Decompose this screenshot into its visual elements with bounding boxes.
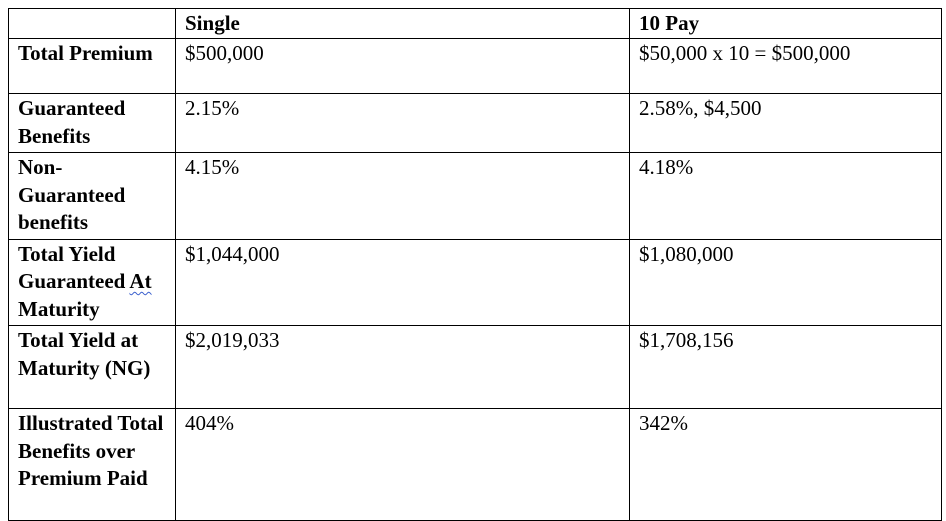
row-label-non-guaranteed-benefits: Non-Guaranteed benefits (8, 152, 176, 240)
cell-10pay-total-premium: $50,000 x 10 = $500,000 (629, 38, 942, 94)
table-row: Non-Guaranteed benefits 4.15% 4.18% (8, 152, 942, 240)
header-corner-cell (8, 8, 176, 39)
row-label-illustrated-total-benefits: Illustrated Total Benefits over Premium … (8, 408, 176, 521)
cell-single-total-premium: $500,000 (175, 38, 630, 94)
cell-10pay-non-guaranteed-benefits: 4.18% (629, 152, 942, 240)
cell-10pay-total-yield-guaranteed: $1,080,000 (629, 238, 942, 326)
table-row: Total Premium $500,000 $50,000 x 10 = $5… (8, 38, 942, 94)
cell-single-non-guaranteed-benefits: 4.15% (175, 152, 630, 240)
row-label-total-premium: Total Premium (8, 38, 176, 94)
row-label-guaranteed-benefits: Guaranteed Benefits (8, 93, 176, 153)
table-row: Illustrated Total Benefits over Premium … (8, 408, 942, 521)
row-label-total-yield-ng: Total Yield at Maturity (NG) (8, 325, 176, 409)
cell-single-guaranteed-benefits: 2.15% (175, 93, 630, 153)
header-single: Single (175, 8, 630, 39)
row-label-total-yield-guaranteed: Total Yield Guaranteed At Maturity (8, 238, 176, 326)
header-10-pay: 10 Pay (629, 8, 942, 39)
cell-single-illustrated-total-benefits: 404% (175, 408, 630, 521)
cell-10pay-illustrated-total-benefits: 342% (629, 408, 942, 521)
row-label-part: Maturity (18, 296, 100, 321)
premium-comparison-table: Single 10 Pay Total Premium $500,000 $50… (8, 8, 942, 521)
row-label-part: Total Yield Guaranteed (18, 241, 130, 294)
cell-single-total-yield-guaranteed: $1,044,000 (175, 238, 630, 326)
comparison-table-container: Single 10 Pay Total Premium $500,000 $50… (8, 8, 942, 521)
table-row: Guaranteed Benefits 2.15% 2.58%, $4,500 (8, 93, 942, 153)
table-row: Total Yield at Maturity (NG) $2,019,033 … (8, 325, 942, 409)
table-row: Total Yield Guaranteed At Maturity $1,04… (8, 238, 942, 326)
cell-10pay-guaranteed-benefits: 2.58%, $4,500 (629, 93, 942, 153)
cell-10pay-total-yield-ng: $1,708,156 (629, 325, 942, 409)
spellcheck-marked-word: At (129, 269, 152, 293)
cell-single-total-yield-ng: $2,019,033 (175, 325, 630, 409)
table-header-row: Single 10 Pay (8, 8, 942, 39)
